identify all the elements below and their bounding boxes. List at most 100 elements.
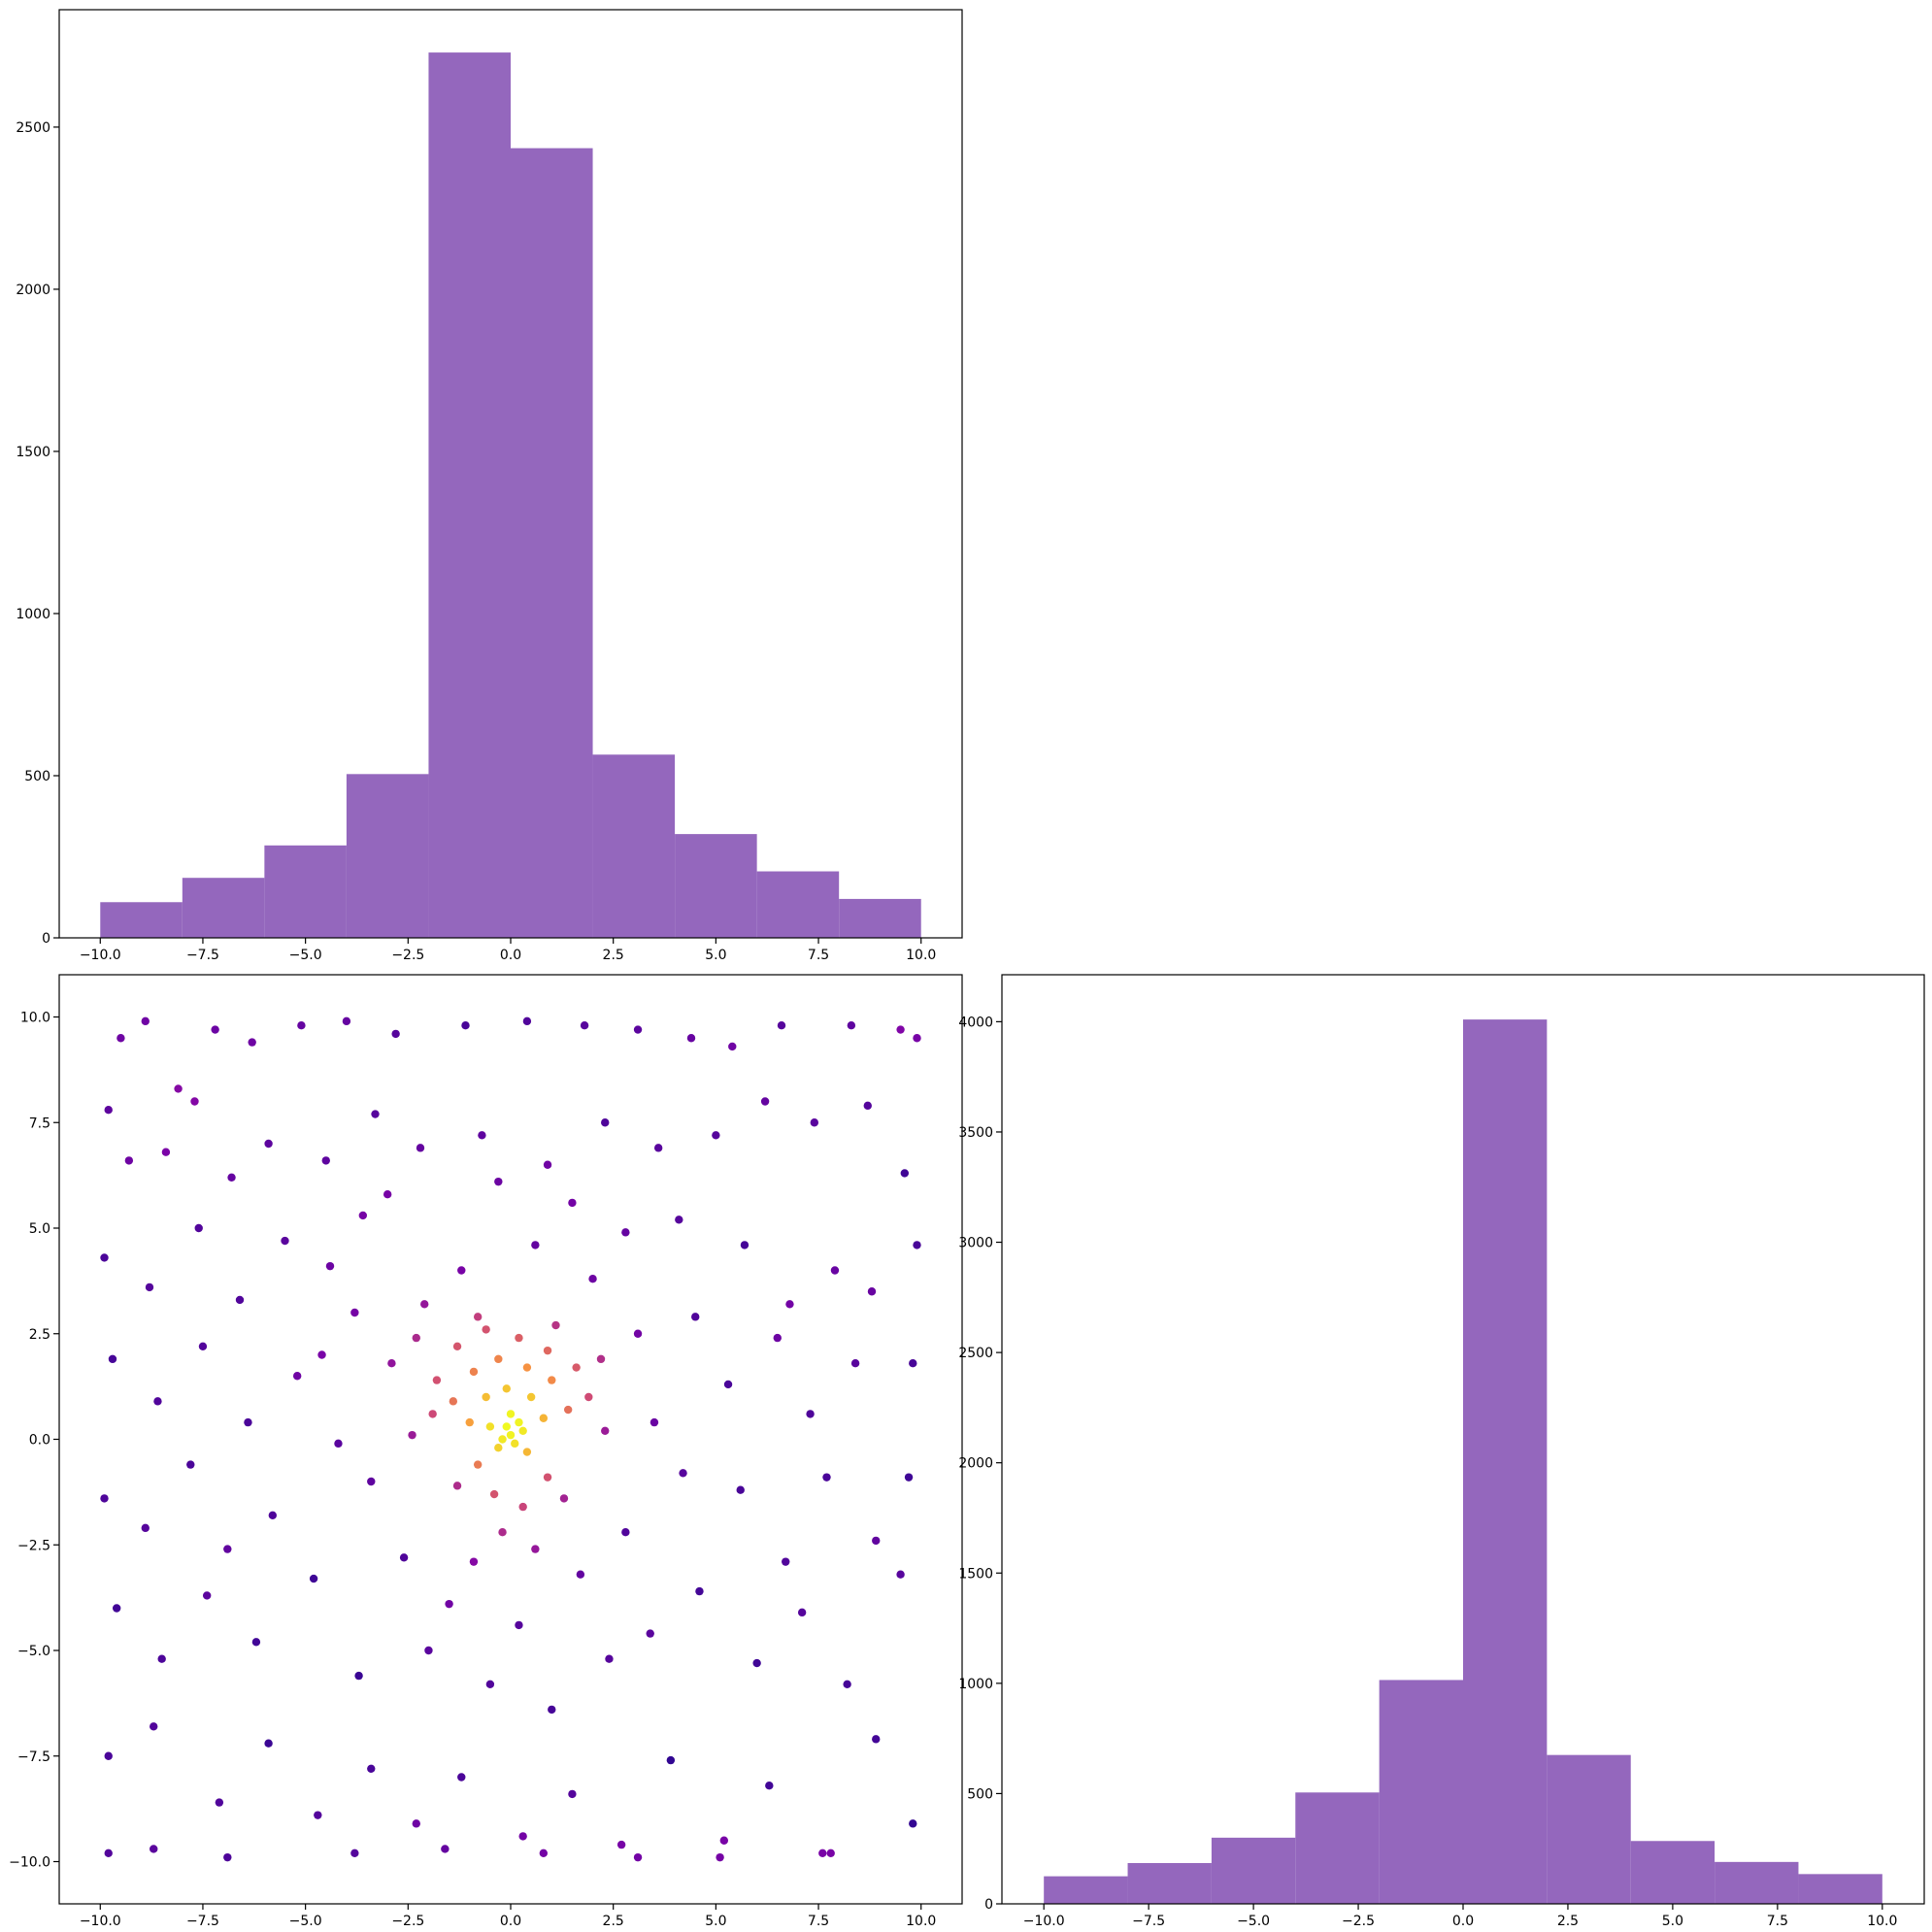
point [482, 1392, 490, 1402]
y-tick-label: 1000 [16, 607, 50, 622]
bar [264, 845, 347, 938]
bar [1379, 1680, 1463, 1904]
point [325, 1261, 335, 1271]
point [675, 1216, 683, 1224]
x-tick-label: −2.5 [391, 1914, 424, 1929]
point [150, 1845, 158, 1853]
point [342, 1016, 351, 1026]
point [765, 1782, 774, 1790]
x-tick-label: 0.0 [1452, 1914, 1474, 1929]
y-tick-label: 1500 [958, 1566, 993, 1582]
point [633, 1025, 643, 1034]
y-tick-label: 0 [42, 931, 50, 947]
x-tick-label: −10.0 [1023, 1914, 1065, 1929]
point [161, 1148, 171, 1156]
bar [100, 902, 183, 938]
x-tick-label: 10.0 [906, 948, 936, 963]
x-tick-label: −5.0 [1237, 1914, 1270, 1929]
point [515, 1333, 523, 1343]
point [449, 1397, 458, 1406]
y-tick-label: −2.5 [17, 1538, 50, 1553]
point [465, 1417, 474, 1427]
point [314, 1811, 322, 1819]
point [572, 1363, 581, 1372]
point [452, 1342, 462, 1351]
x-tick-label: 2.5 [1557, 1914, 1579, 1929]
point [588, 1275, 597, 1283]
y-tick-label: 10.0 [20, 1011, 50, 1026]
point [686, 1034, 696, 1043]
point [223, 1852, 232, 1862]
point [719, 1836, 729, 1845]
point [539, 1849, 549, 1858]
point [502, 1422, 511, 1431]
point [367, 1477, 376, 1486]
point [806, 1410, 815, 1418]
point [428, 1410, 437, 1418]
point [292, 1372, 302, 1381]
point [350, 1849, 359, 1858]
point [531, 1545, 540, 1553]
y-tick-label: 2500 [958, 1346, 993, 1361]
point [601, 1118, 610, 1127]
point [100, 1494, 109, 1503]
x-tick-label: 2.5 [603, 948, 624, 963]
point [580, 1021, 589, 1030]
y-tick-label: 1500 [16, 445, 50, 460]
point [872, 1536, 881, 1546]
point [469, 1557, 479, 1566]
bar [756, 871, 840, 938]
point [367, 1764, 376, 1774]
point [227, 1173, 236, 1183]
point [150, 1722, 158, 1731]
x-tick-label: 5.0 [705, 948, 726, 963]
point [543, 1346, 552, 1355]
point [760, 1097, 770, 1106]
point [797, 1608, 807, 1617]
point [251, 1638, 261, 1647]
y-tick-label: −5.0 [17, 1644, 50, 1659]
point [473, 1313, 483, 1321]
point [358, 1211, 368, 1220]
point [909, 1819, 917, 1828]
point [461, 1021, 470, 1030]
point [843, 1680, 851, 1689]
point [691, 1313, 700, 1321]
point [712, 1131, 720, 1140]
point [847, 1021, 856, 1030]
y-tick-label: 7.5 [29, 1116, 50, 1131]
point [145, 1282, 154, 1292]
point [371, 1110, 380, 1118]
point [117, 1034, 125, 1043]
point [104, 1751, 113, 1760]
bar [1463, 1019, 1548, 1904]
point [695, 1586, 704, 1596]
point [863, 1101, 872, 1111]
point [416, 1144, 425, 1152]
x-tick-label: −2.5 [1342, 1914, 1375, 1929]
y-tick-label: 500 [24, 769, 50, 784]
point [913, 1034, 921, 1043]
point [494, 1444, 503, 1452]
point [518, 1426, 527, 1436]
point [391, 1029, 400, 1039]
point [736, 1485, 745, 1494]
point [830, 1266, 840, 1275]
point [728, 1042, 737, 1051]
x-tick-label: 0.0 [500, 1914, 521, 1929]
x-tick-label: −2.5 [391, 948, 424, 963]
point [317, 1350, 326, 1359]
bar [346, 774, 429, 938]
bar [1715, 1861, 1799, 1904]
y-tick-label: −10.0 [9, 1855, 50, 1871]
bar [1547, 1754, 1631, 1904]
point [104, 1106, 113, 1115]
point [211, 1025, 219, 1034]
point [482, 1325, 490, 1334]
y-tick-label: 2000 [958, 1456, 993, 1472]
point [522, 1448, 532, 1456]
point [601, 1426, 610, 1436]
point [264, 1139, 273, 1149]
point [104, 1849, 113, 1858]
